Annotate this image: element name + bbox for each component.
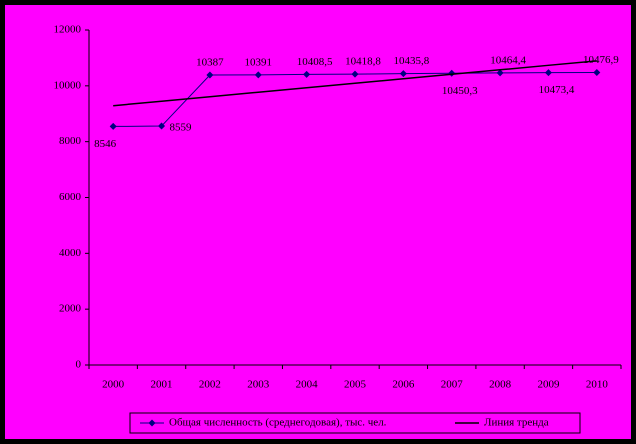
data-label: 10387: [196, 57, 224, 69]
y-tick-label: 6000: [59, 191, 82, 203]
legend-label: Линия тренда: [484, 417, 549, 429]
marker: [303, 70, 311, 78]
x-tick-label: 2002: [199, 379, 221, 391]
marker: [544, 69, 552, 77]
marker: [593, 69, 601, 77]
x-tick-label: 2009: [537, 379, 560, 391]
x-tick-label: 2000: [102, 379, 125, 391]
data-label: 10464,4: [490, 54, 526, 66]
marker: [496, 69, 504, 77]
marker: [254, 71, 262, 79]
legend-marker: [148, 419, 156, 427]
x-tick-label: 2003: [247, 379, 270, 391]
x-tick-label: 2010: [586, 379, 609, 391]
marker: [399, 70, 407, 78]
y-tick-label: 0: [76, 359, 82, 371]
x-tick-label: 2008: [489, 379, 512, 391]
y-tick-label: 8000: [59, 135, 82, 147]
data-label: 10418,8: [345, 56, 381, 68]
legend-box: [129, 412, 581, 434]
marker: [109, 122, 117, 130]
data-label: 8559: [170, 122, 193, 134]
data-label: 10476,9: [583, 54, 619, 66]
x-tick-label: 2005: [344, 379, 367, 391]
marker: [158, 122, 166, 130]
x-tick-label: 2004: [296, 379, 319, 391]
data-label: 8546: [94, 138, 117, 150]
data-label: 10435,8: [393, 55, 429, 67]
data-label: 10450,3: [442, 85, 478, 97]
background: [5, 5, 631, 439]
legend-label: Общая численность (среднегодовая), тыс. …: [169, 417, 387, 429]
marker: [206, 71, 214, 79]
x-tick-label: 2001: [151, 379, 173, 391]
data-label: 10391: [245, 56, 273, 68]
y-tick-label: 10000: [54, 79, 82, 91]
y-tick-label: 4000: [59, 247, 82, 259]
marker: [351, 70, 359, 78]
trend-line: [113, 60, 597, 107]
x-tick-label: 2007: [441, 379, 464, 391]
data-label: 10473,4: [539, 84, 575, 96]
y-tick-label: 2000: [59, 303, 82, 315]
data-label: 10408,5: [297, 56, 333, 68]
x-tick-label: 2006: [392, 379, 415, 391]
y-tick-label: 12000: [54, 24, 82, 36]
